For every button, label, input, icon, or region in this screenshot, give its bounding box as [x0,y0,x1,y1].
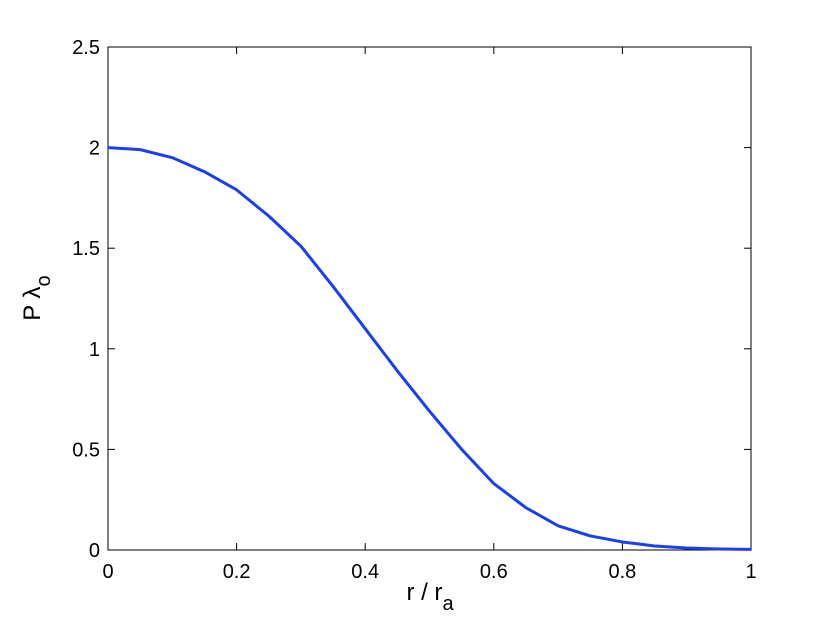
x-axis-label: r / ra [406,579,454,615]
y-tick-label: 1 [89,339,100,361]
data-line [107,146,752,551]
plot-box [107,46,752,551]
x-tick-label: 0.8 [608,561,636,583]
x-tick-label: 0.4 [351,561,379,583]
y-tick-label: 2.5 [72,37,100,59]
y-tick-label: 0.5 [72,439,100,461]
y-tick-label: 1.5 [72,238,100,260]
y-tick-label: 2 [89,138,100,160]
y-label-main: P λ [19,286,46,320]
x-tick-label: 1 [745,561,756,583]
y-label-sub: o [33,275,55,286]
y-tick-label: 0 [89,540,100,562]
x-label-main: r / r [406,579,442,606]
x-tick-label: 0 [102,561,113,583]
x-tick-label: 0.2 [223,561,251,583]
x-tick-label: 0.6 [480,561,508,583]
y-axis-label: P λo [19,275,55,320]
x-label-sub: a [442,593,454,615]
